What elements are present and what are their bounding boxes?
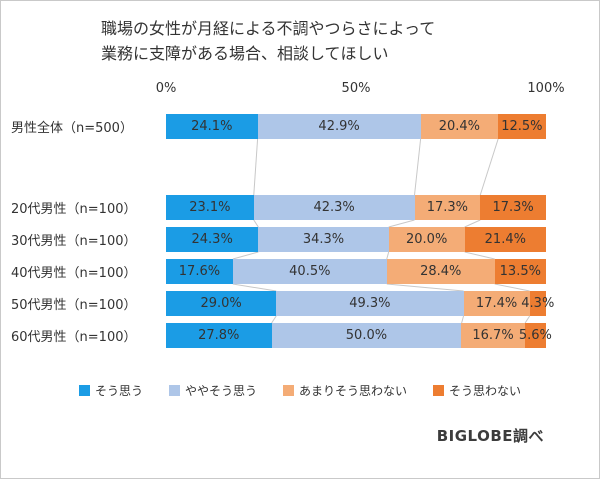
bar-segment: 12.5% <box>498 113 546 139</box>
bar-segment: 17.4% <box>463 290 530 316</box>
bar-segment: 20.4% <box>420 113 499 139</box>
segment-value-label: 13.5% <box>499 263 541 279</box>
legend-item: そう思う <box>78 382 143 399</box>
chart-row: 男性全体（n=500） 24.1% 42.9% 20.4% 12.5% <box>11 113 546 139</box>
stacked-bar: 27.8% 50.0% 16.7% 5.6% <box>166 322 552 348</box>
x-axis: 0% 50% 100% <box>11 81 599 98</box>
chart-title-line-2: 業務に支障がある場合、相談してほしい <box>101 43 389 63</box>
category-label: 60代男性（n=100） <box>11 329 137 345</box>
segment-value-label: 4.3% <box>521 295 555 311</box>
segment-value-label: 21.4% <box>484 231 526 247</box>
segment-value-label: 42.9% <box>318 118 360 134</box>
segment-value-label: 40.5% <box>289 263 331 279</box>
category-label: 20代男性（n=100） <box>11 201 137 217</box>
bar-segment: 17.6% <box>166 258 233 284</box>
bar-segment: 17.3% <box>480 194 546 220</box>
segment-value-label: 20.0% <box>406 231 448 247</box>
legend-swatch <box>78 384 90 396</box>
legend-label: ややそう思う <box>184 383 257 398</box>
bar-segment: 20.0% <box>388 226 465 252</box>
category-label: 50代男性（n=100） <box>11 297 137 313</box>
bar-segment: 13.5% <box>494 258 546 284</box>
axis-track: 0% 50% 100% <box>156 80 565 98</box>
segment-value-label: 27.8% <box>198 327 240 343</box>
legend-label: そう思わない <box>449 383 522 398</box>
segment-value-label: 24.3% <box>191 231 233 247</box>
chart-row: 50代男性（n=100） 29.0% 49.3% 17.4% 4.3% <box>11 290 554 316</box>
segment-value-label: 17.3% <box>492 199 534 215</box>
stacked-bar: 17.6% 40.5% 28.4% 13.5% <box>166 258 546 284</box>
bar-segment: 28.4% <box>386 258 495 284</box>
bar-segment: 42.9% <box>257 113 421 139</box>
category-label: 男性全体（n=500） <box>11 120 133 136</box>
bar-segment: 24.1% <box>166 113 258 139</box>
bar-segment: 5.6% <box>519 322 552 348</box>
bar-segment: 27.8% <box>166 322 272 348</box>
legend: そう思う ややそう思う あまりそう思わない そう思わない <box>1 382 599 399</box>
bar-segment: 34.3% <box>258 226 389 252</box>
legend-item: ややそう思う <box>168 382 257 399</box>
segment-value-label: 24.1% <box>191 118 233 134</box>
bar-segment: 40.5% <box>232 258 387 284</box>
bar-segment: 23.1% <box>166 194 254 220</box>
legend-swatch <box>283 384 294 396</box>
segment-value-label: 12.5% <box>501 118 543 134</box>
chart-row: 20代男性（n=100） 23.1% 42.3% 17.3% 17.3% <box>11 194 546 220</box>
segment-value-label: 20.4% <box>438 118 480 134</box>
axis-tick-50: 50% <box>341 80 371 96</box>
legend-label: あまりそう思わない <box>299 383 408 398</box>
segment-value-label: 28.4% <box>420 263 462 279</box>
bar-segment: 50.0% <box>271 322 462 348</box>
segment-value-label: 42.3% <box>313 199 355 215</box>
stacked-bar: 24.3% 34.3% 20.0% 21.4% <box>166 226 546 252</box>
category-label: 40代男性（n=100） <box>11 265 137 281</box>
legend-swatch <box>433 384 445 396</box>
chart-row: 60代男性（n=100） 27.8% 50.0% 16.7% 5.6% <box>11 322 552 348</box>
legend-item: あまりそう思わない <box>283 382 407 399</box>
bar-segment: 49.3% <box>276 290 464 316</box>
segment-value-label: 50.0% <box>345 327 388 343</box>
segment-value-label: 5.6% <box>518 327 552 343</box>
chart-title-line-1: 職場の女性が月経による不調やつらさによって <box>101 19 436 38</box>
segment-value-label: 34.3% <box>302 231 345 247</box>
chart-row: 40代男性（n=100） 17.6% 40.5% 28.4% 13.5% <box>11 258 546 284</box>
chart-row: 30代男性（n=100） 24.3% 34.3% 20.0% 21.4% <box>11 226 546 252</box>
credit-text: BIGLOBE調べ <box>436 426 544 445</box>
legend-label: そう思う <box>94 383 143 398</box>
stacked-bar: 29.0% 49.3% 17.4% 4.3% <box>166 290 554 316</box>
bar-segment: 17.3% <box>414 194 481 220</box>
bar-segment: 21.4% <box>464 226 546 252</box>
series-connector-lines <box>232 138 531 323</box>
axis-tick-0: 0% <box>155 80 177 96</box>
segment-value-label: 23.1% <box>189 199 231 215</box>
legend-swatch <box>168 384 180 396</box>
segment-value-label: 17.4% <box>475 295 518 311</box>
legend-item: そう思わない <box>433 382 521 399</box>
segment-value-label: 29.0% <box>200 295 242 311</box>
stacked-bar: 23.1% 42.3% 17.3% 17.3% <box>166 194 546 220</box>
bar-segment: 29.0% <box>166 290 277 316</box>
bar-rows: 男性全体（n=500） 24.1% 42.9% 20.4% 12.5% 20代男性（n=1… <box>11 113 554 348</box>
axis-spacer <box>11 81 166 98</box>
stacked-bar: 24.1% 42.9% 20.4% 12.5% <box>166 113 546 139</box>
bar-segment: 4.3% <box>521 290 554 316</box>
segment-value-label: 17.6% <box>178 263 221 279</box>
category-label: 30代男性（n=100） <box>11 233 137 249</box>
segment-value-label: 49.3% <box>349 295 391 311</box>
bar-segment: 24.3% <box>166 226 259 252</box>
chart-title: 職場の女性が月経による不調やつらさによって 業務に支障がある場合、相談してほしい <box>101 17 599 67</box>
bar-segment: 16.7% <box>461 322 525 348</box>
bar-segment: 42.3% <box>253 194 415 220</box>
axis-tick-100: 100% <box>527 80 565 96</box>
segment-value-label: 16.7% <box>472 327 514 343</box>
segment-value-label: 17.3% <box>426 199 469 215</box>
